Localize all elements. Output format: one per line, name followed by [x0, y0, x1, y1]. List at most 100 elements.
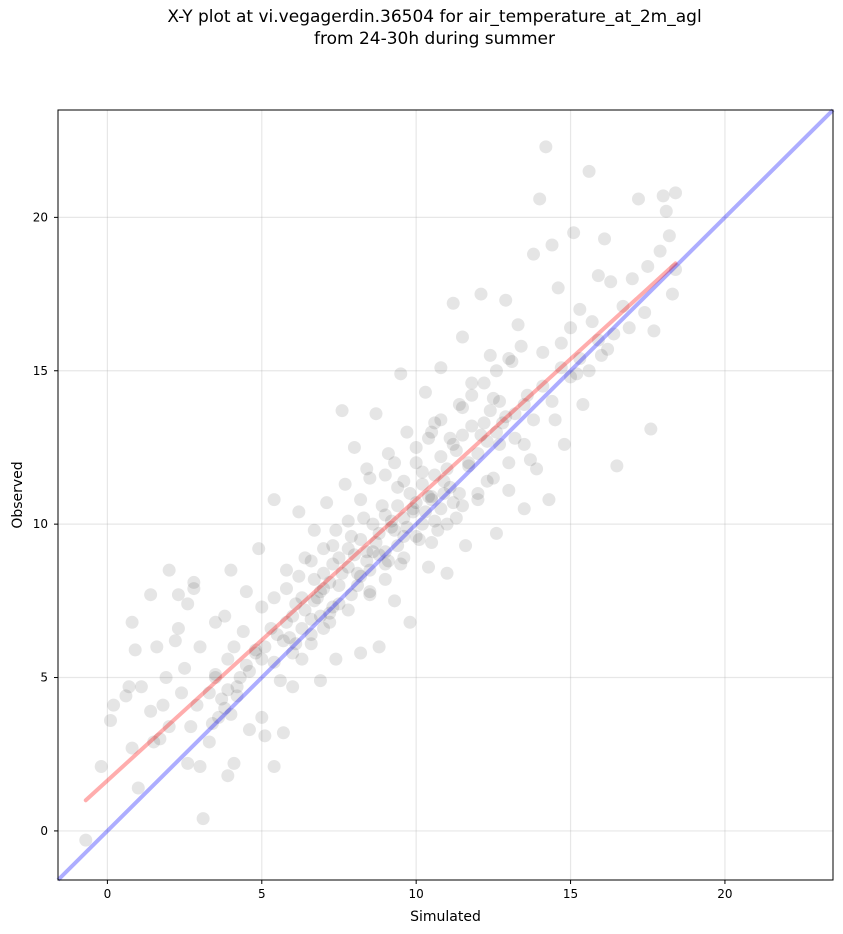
data-point — [317, 621, 331, 635]
data-point — [103, 713, 117, 727]
data-point — [168, 634, 182, 648]
data-point — [208, 667, 222, 681]
data-point — [384, 514, 398, 528]
data-points — [79, 140, 683, 847]
data-point — [332, 578, 346, 592]
data-point — [360, 462, 374, 476]
data-point — [446, 437, 460, 451]
data-point — [465, 388, 479, 402]
data-point — [508, 407, 522, 421]
data-point — [570, 367, 584, 381]
data-point — [258, 640, 272, 654]
data-point — [520, 388, 534, 402]
data-point — [313, 585, 327, 599]
data-point — [354, 493, 368, 507]
data-point — [304, 554, 318, 568]
data-point — [326, 539, 340, 553]
data-point — [480, 474, 494, 488]
data-point — [323, 615, 337, 629]
data-point — [625, 272, 639, 286]
x-tick-label: 0 — [104, 887, 112, 901]
data-point — [317, 566, 331, 580]
data-point — [557, 437, 571, 451]
data-point — [215, 692, 229, 706]
data-point — [449, 444, 463, 458]
data-point — [455, 499, 469, 513]
data-point — [446, 496, 460, 510]
data-point — [221, 683, 235, 697]
chart-title-line-1: X-Y plot at vi.vegagerdin.36504 for air_… — [167, 7, 702, 27]
data-point — [212, 710, 226, 724]
data-point — [326, 600, 340, 614]
data-point — [147, 735, 161, 749]
data-point — [162, 720, 176, 734]
data-point — [554, 361, 568, 375]
x-tick-label: 20 — [717, 887, 732, 901]
data-point — [378, 572, 392, 586]
data-point — [539, 140, 553, 154]
data-point — [230, 680, 244, 694]
data-point — [465, 419, 479, 433]
data-point — [397, 529, 411, 543]
data-point — [585, 315, 599, 329]
data-point — [483, 404, 497, 418]
data-point — [517, 502, 531, 516]
data-point — [181, 597, 195, 611]
data-point — [323, 575, 337, 589]
data-point — [425, 425, 439, 439]
data-point — [332, 551, 346, 565]
data-point — [193, 759, 207, 773]
data-point — [267, 493, 281, 507]
data-point — [347, 548, 361, 562]
data-point — [264, 621, 278, 635]
data-point — [471, 493, 485, 507]
data-point — [406, 505, 420, 519]
data-point — [391, 539, 405, 553]
data-point — [159, 671, 173, 685]
regression-line — [83, 261, 678, 803]
data-point — [79, 833, 93, 847]
data-point — [313, 674, 327, 688]
x-tick-label: 10 — [409, 887, 424, 901]
data-point — [659, 204, 673, 218]
data-point — [437, 474, 451, 488]
data-point — [279, 615, 293, 629]
data-point — [536, 379, 550, 393]
data-point — [471, 486, 485, 500]
data-point — [249, 646, 263, 660]
data-point — [483, 348, 497, 362]
data-point — [388, 594, 402, 608]
data-point — [202, 686, 216, 700]
data-point — [533, 192, 547, 206]
data-point — [363, 471, 377, 485]
data-point — [372, 640, 386, 654]
data-point — [446, 296, 460, 310]
data-point — [391, 480, 405, 494]
data-point — [493, 394, 507, 408]
data-point — [598, 232, 612, 246]
data-point — [273, 674, 287, 688]
data-point — [573, 302, 587, 316]
data-point — [218, 701, 232, 715]
data-point — [307, 523, 321, 537]
x-axis-label: Simulated — [410, 909, 481, 925]
data-point — [286, 609, 300, 623]
data-point — [304, 612, 318, 626]
data-point — [329, 652, 343, 666]
data-point — [471, 447, 485, 461]
data-point — [477, 416, 491, 430]
data-point — [418, 385, 432, 399]
data-point — [499, 410, 513, 424]
data-point — [440, 517, 454, 531]
data-point — [329, 523, 343, 537]
data-point — [227, 640, 241, 654]
data-point — [536, 345, 550, 359]
data-point — [295, 652, 309, 666]
identity-line — [56, 108, 835, 882]
data-point — [351, 578, 365, 592]
data-point — [267, 655, 281, 669]
data-point — [298, 551, 312, 565]
data-point — [431, 523, 445, 537]
data-point — [363, 585, 377, 599]
data-point — [554, 336, 568, 350]
